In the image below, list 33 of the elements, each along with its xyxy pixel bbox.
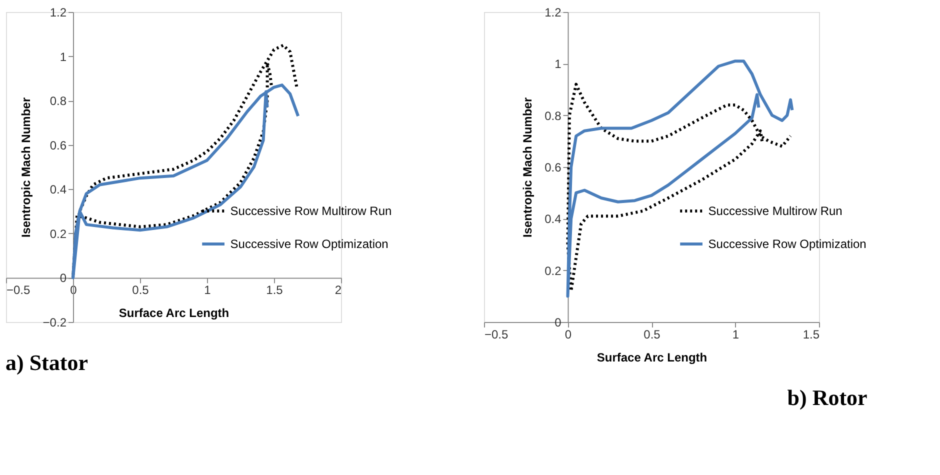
y-tick-label: 0.4 [544, 212, 562, 226]
legend-label: Successive Row Multirow Run [230, 204, 392, 218]
legend-label: Successive Multirow Run [708, 204, 842, 218]
y-tick-label: 0.6 [50, 138, 67, 152]
x-axis-title: Surface Arc Length [596, 350, 708, 364]
x-tick-label: 1.5 [266, 283, 284, 298]
y-tick-label: 0.8 [50, 94, 67, 108]
text: a) Stator [6, 350, 88, 375]
y-tick-label: 0.6 [544, 160, 562, 174]
x-tick-label: 1 [732, 328, 740, 342]
y-tick-label: 1 [60, 50, 67, 64]
x-tick-label: −0.5 [6, 283, 31, 298]
y-tick-label: 0.2 [50, 226, 67, 241]
y-tick-label: 1.2 [544, 6, 562, 20]
x-tick-label: 0.5 [132, 283, 150, 298]
x-tick-label: −0.5 [484, 328, 509, 342]
x-tick-label: 0 [564, 328, 572, 342]
y-tick-label: 1.2 [50, 6, 67, 20]
y-tick-label: −0.2 [42, 316, 67, 330]
y-tick-label: 0.4 [50, 182, 67, 197]
y-axis-title: Isentropic Mach Number [520, 97, 535, 238]
legend-label: Successive Row Optimization [708, 237, 866, 251]
y-tick-label: 0.8 [544, 108, 562, 123]
y-tick-label: 0.2 [544, 264, 562, 278]
legend-label: Successive Row Optimization [230, 237, 388, 251]
x-axis-title: Surface Arc Length [118, 306, 230, 320]
y-tick-label: 1 [554, 57, 562, 72]
x-tick-label: 1 [204, 283, 212, 298]
x-tick-label: 2 [334, 283, 342, 298]
x-tick-label: 0.5 [644, 328, 661, 342]
text: b) Rotor [787, 385, 868, 410]
y-axis-title: Isentropic Mach Number [18, 97, 33, 238]
x-tick-label: 1.5 [802, 328, 820, 342]
